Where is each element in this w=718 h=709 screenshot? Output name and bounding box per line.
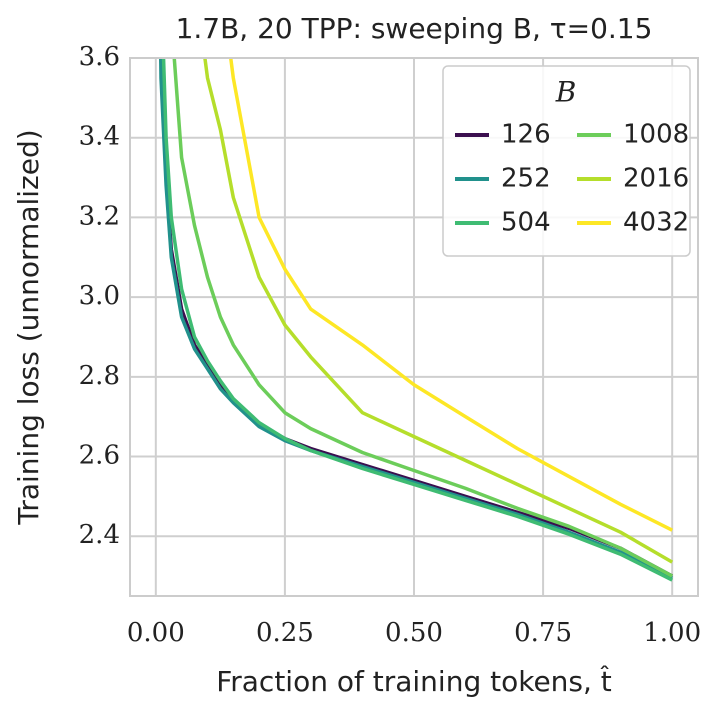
legend-label: 504 <box>501 208 551 238</box>
y-tick-label: 2.6 <box>79 441 120 471</box>
series-line <box>228 58 673 532</box>
legend-label: 126 <box>501 120 551 150</box>
legend-box <box>442 65 691 257</box>
x-tick-label: 1.00 <box>643 618 701 648</box>
legend-label: 252 <box>501 164 551 194</box>
x-tick-label: 0.25 <box>256 618 314 648</box>
y-tick-label: 3.0 <box>79 281 120 311</box>
chart-title: 1.7B, 20 TPP: sweeping B, τ=0.15 <box>176 12 653 45</box>
x-tick-label: 0.00 <box>127 618 185 648</box>
series-line <box>172 58 674 578</box>
lines <box>159 58 674 582</box>
series-line <box>203 58 674 564</box>
x-tick-label: 0.75 <box>514 618 572 648</box>
series-line <box>159 58 673 580</box>
series-line <box>161 58 673 582</box>
y-tick-label: 3.6 <box>79 42 120 72</box>
legend: B 126 252 504 1008 2016 4032 <box>442 65 691 257</box>
legend-label: 4032 <box>623 208 689 238</box>
y-axis-label: Training loss (unnormalized) <box>12 129 45 525</box>
axes-frame <box>129 57 699 597</box>
y-tick-label: 2.4 <box>79 520 120 550</box>
x-tick-label: 0.50 <box>385 618 443 648</box>
y-tick-label: 3.2 <box>79 201 120 231</box>
y-tick-label: 2.8 <box>79 361 120 391</box>
legend-label: 2016 <box>623 164 689 194</box>
legend-title: B <box>555 76 577 109</box>
y-tick-label: 3.4 <box>79 122 120 152</box>
x-axis-label: Fraction of training tokens, t̂ <box>216 665 612 698</box>
legend-label: 1008 <box>623 120 689 150</box>
